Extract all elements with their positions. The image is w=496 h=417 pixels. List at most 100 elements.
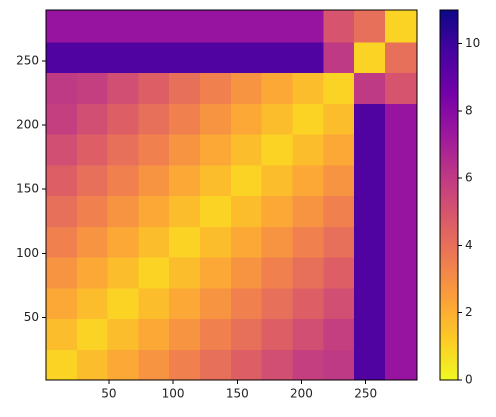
heatmap-cell	[323, 195, 355, 227]
heatmap-cell	[292, 72, 324, 104]
heatmap-cell	[46, 257, 78, 289]
heatmap-cell	[76, 164, 109, 197]
heatmap-cell	[200, 72, 232, 104]
colorbar	[439, 9, 459, 381]
heatmap-cell	[354, 318, 386, 350]
heatmap-cell	[384, 42, 418, 74]
heatmap-cell	[200, 195, 232, 227]
heatmap-cell	[323, 287, 355, 320]
heatmap-cell	[76, 257, 109, 289]
heatmap-cell	[76, 134, 109, 166]
heatmap-cell	[76, 195, 109, 227]
heatmap-cell	[200, 318, 232, 350]
heatmap-cell	[200, 257, 232, 289]
y-tick-label: 250	[16, 54, 39, 68]
heatmap-cell	[323, 349, 355, 381]
heatmap-cell	[292, 318, 324, 350]
heatmap-cell	[230, 349, 263, 381]
heatmap-cell	[46, 10, 78, 43]
heatmap-cell	[76, 42, 109, 74]
heatmap-cell	[384, 72, 418, 104]
heatmap-cell	[169, 257, 201, 289]
heatmap-cell	[323, 257, 355, 289]
colorbar-tick-label: 8	[465, 103, 473, 117]
heatmap-cell	[46, 287, 78, 320]
heatmap-cell	[107, 226, 139, 258]
heatmap-cell	[230, 226, 263, 258]
heatmap-cell	[46, 134, 78, 166]
heatmap-cell	[292, 134, 324, 166]
heatmap-cell	[230, 72, 263, 104]
heatmap-cell	[354, 287, 386, 320]
heatmap-cell	[354, 257, 386, 289]
heatmap-cell	[138, 226, 170, 258]
heatmap-cell	[200, 164, 232, 197]
heatmap-cell	[292, 164, 324, 197]
heatmap-cell	[46, 42, 78, 74]
heatmap-cell	[323, 103, 355, 135]
heatmap-cell	[230, 287, 263, 320]
heatmap-cell	[138, 72, 170, 104]
heatmap-cell	[292, 10, 324, 43]
heatmap-cell	[200, 349, 232, 381]
heatmap-cell	[354, 72, 386, 104]
heatmap-cell	[46, 164, 78, 197]
heatmap-cell	[292, 42, 324, 74]
heatmap-cell	[107, 134, 139, 166]
heatmap-cell	[354, 134, 386, 166]
heatmap-cell	[138, 349, 170, 381]
heatmap-cell	[261, 10, 293, 43]
heatmap-cell	[384, 10, 418, 43]
heatmap-cell	[354, 349, 386, 381]
colorbar-tick-label: 0	[465, 373, 473, 387]
heatmap-cell	[323, 318, 355, 350]
heatmap-cell	[138, 257, 170, 289]
heatmap-cell	[384, 226, 418, 258]
heatmap-cell	[169, 226, 201, 258]
heatmap-cell	[384, 195, 418, 227]
heatmap-cell	[384, 287, 418, 320]
heatmap-cell	[200, 287, 232, 320]
colorbar-tick-label: 4	[465, 238, 473, 252]
heatmap-cell	[384, 164, 418, 197]
heatmap-cell	[261, 257, 293, 289]
heatmap-cell	[354, 195, 386, 227]
heatmap-cell	[200, 134, 232, 166]
heatmap-cell	[292, 103, 324, 135]
heatmap-cell	[323, 134, 355, 166]
heatmap-cell	[384, 257, 418, 289]
heatmap-cell	[230, 318, 263, 350]
heatmap-cell	[169, 10, 201, 43]
heatmap-cell	[46, 195, 78, 227]
heatmap-cell	[138, 134, 170, 166]
x-tick-label: 100	[162, 387, 185, 401]
heatmap-cell	[354, 164, 386, 197]
heatmap-cell	[292, 349, 324, 381]
heatmap-cell	[138, 195, 170, 227]
heatmap-cell	[230, 10, 263, 43]
heatmap-cell	[323, 42, 355, 74]
heatmap-cell	[46, 226, 78, 258]
heatmap-cell	[76, 287, 109, 320]
heatmap-cell	[354, 10, 386, 43]
heatmap-cell	[384, 134, 418, 166]
heatmap-cell	[261, 349, 293, 381]
x-tick-label: 150	[226, 387, 249, 401]
heatmap-cell	[76, 10, 109, 43]
heatmap-cell	[230, 42, 263, 74]
heatmap-cell	[138, 287, 170, 320]
heatmap-cell	[200, 103, 232, 135]
x-tick-label: 250	[354, 387, 377, 401]
plot-frame	[45, 9, 418, 381]
heatmap-cell	[261, 42, 293, 74]
heatmap-cell	[200, 226, 232, 258]
colorbar-tick-label: 2	[465, 305, 473, 319]
heatmap-cell	[230, 195, 263, 227]
heatmap-cell	[138, 103, 170, 135]
heatmap-cell	[261, 72, 293, 104]
y-tick-label: 50	[24, 310, 39, 324]
heatmap-cell	[107, 10, 139, 43]
heatmap-cell	[261, 318, 293, 350]
heatmap-cell	[292, 287, 324, 320]
x-tick-label: 200	[290, 387, 313, 401]
